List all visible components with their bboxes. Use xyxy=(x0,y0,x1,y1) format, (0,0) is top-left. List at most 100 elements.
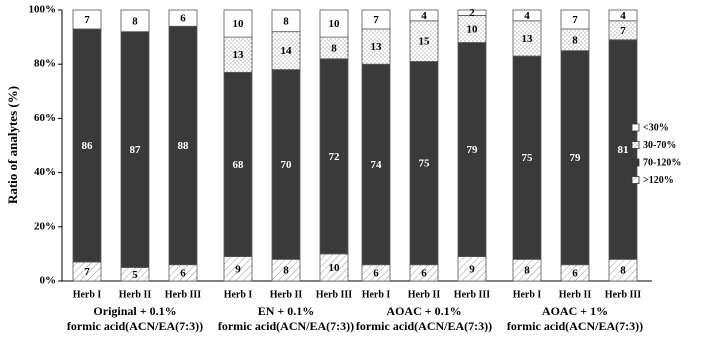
bar-segment xyxy=(319,9,349,38)
y-tick-label: 60% xyxy=(34,112,56,124)
value-label: 8 xyxy=(331,42,337,54)
value-label: 7 xyxy=(572,14,578,26)
bar-segment xyxy=(457,15,487,43)
bar-segment xyxy=(457,256,487,282)
value-label: 4 xyxy=(524,10,530,22)
y-tick-label: 20% xyxy=(34,220,56,232)
value-label: 74 xyxy=(371,159,383,171)
bar-segment xyxy=(512,55,542,260)
value-label: 86 xyxy=(82,140,94,152)
value-label: 6 xyxy=(180,13,186,25)
bar-segment xyxy=(72,9,102,30)
bar-segment xyxy=(168,25,198,266)
bar-segment xyxy=(560,50,590,266)
value-label: 70 xyxy=(281,159,293,171)
bar-segment xyxy=(72,28,102,263)
value-label: 6 xyxy=(373,267,379,279)
value-label: 10 xyxy=(467,24,479,36)
x-tick-label: Herb II xyxy=(559,289,592,300)
bar-segment xyxy=(560,9,590,30)
x-tick-label: Herb I xyxy=(362,289,391,300)
value-label: 8 xyxy=(524,265,530,277)
bar-segment xyxy=(271,69,301,260)
bar-segment xyxy=(223,9,253,38)
value-label: 6 xyxy=(180,267,186,279)
x-tick-label: Herb I xyxy=(73,289,102,300)
x-tick-label: Herb III xyxy=(165,289,202,300)
bar-segment xyxy=(120,9,150,33)
bar-segment xyxy=(319,58,349,255)
bar-segment xyxy=(457,9,487,16)
bar-segment xyxy=(409,20,439,62)
y-tick-label: 0% xyxy=(40,275,57,287)
group-label: AOAC + 1% xyxy=(542,304,608,318)
value-label: 5 xyxy=(132,269,138,281)
bar-segment xyxy=(271,9,301,33)
legend-swatch xyxy=(631,123,640,132)
value-label: 7 xyxy=(373,14,379,26)
bar-segment xyxy=(223,256,253,282)
bar-segment xyxy=(319,253,349,282)
y-axis-label: Ratio of analytes (%) xyxy=(5,86,20,204)
value-label: 10 xyxy=(329,18,341,30)
value-label: 13 xyxy=(371,41,383,53)
bar-segment xyxy=(168,9,198,27)
value-label: 4 xyxy=(421,10,427,22)
legend-label: >120% xyxy=(643,175,674,186)
bar-segment xyxy=(271,31,301,71)
value-label: 88 xyxy=(178,140,190,152)
value-label: 8 xyxy=(132,15,138,27)
group-label: formic acid(ACN/EA(7:3)) xyxy=(67,319,203,333)
x-tick-label: Herb II xyxy=(270,289,303,300)
bar-segment xyxy=(608,9,638,22)
legend-label: 70-120% xyxy=(643,157,681,168)
x-tick-label: Herb II xyxy=(408,289,441,300)
value-label: 10 xyxy=(329,262,341,274)
bar-segment xyxy=(409,9,439,22)
legend-label: 30-70% xyxy=(643,140,676,151)
value-label: 15 xyxy=(419,36,431,48)
value-label: 13 xyxy=(233,49,245,61)
value-label: 81 xyxy=(618,144,629,156)
group-label: formic acid(ACN/EA(7:3)) xyxy=(218,319,354,333)
value-label: 75 xyxy=(419,158,431,170)
value-label: 75 xyxy=(522,152,534,164)
value-label: 10 xyxy=(233,18,245,30)
value-label: 7 xyxy=(620,25,626,37)
x-tick-label: Herb I xyxy=(513,289,542,300)
bar-segment xyxy=(120,31,150,268)
bar-segment xyxy=(223,71,253,258)
group-label: AOAC + 0.1% xyxy=(386,304,461,318)
bar-segment xyxy=(409,61,439,266)
value-label: 87 xyxy=(130,144,142,156)
value-label: 8 xyxy=(572,34,578,46)
legend-label: <30% xyxy=(643,122,669,133)
group-label: EN + 0.1% xyxy=(258,304,315,318)
value-label: 6 xyxy=(572,267,578,279)
x-tick-label: Herb II xyxy=(119,289,152,300)
value-label: 2 xyxy=(469,7,475,19)
y-tick-label: 100% xyxy=(29,4,57,16)
legend-swatch xyxy=(631,176,640,184)
value-label: 14 xyxy=(281,45,293,57)
x-tick-label: Herb III xyxy=(316,289,353,300)
x-tick-label: Herb III xyxy=(605,289,642,300)
value-label: 8 xyxy=(283,265,289,277)
y-tick-label: 40% xyxy=(34,166,56,178)
x-tick-label: Herb I xyxy=(224,289,253,300)
value-label: 6 xyxy=(421,267,427,279)
bar-segment xyxy=(512,9,542,22)
value-label: 8 xyxy=(283,15,289,27)
value-label: 9 xyxy=(469,263,475,275)
group-label: formic acid(ACN/EA(7:3)) xyxy=(356,319,492,333)
y-tick-label: 80% xyxy=(34,58,56,70)
value-label: 7 xyxy=(84,266,90,278)
value-label: 8 xyxy=(620,265,626,277)
bar-segment xyxy=(361,9,391,30)
legend-swatch xyxy=(631,141,640,149)
value-label: 13 xyxy=(522,33,534,45)
value-label: 68 xyxy=(233,159,245,171)
group-label: formic acid(ACN/EA(7:3)) xyxy=(507,319,643,333)
value-label: 79 xyxy=(467,144,479,156)
